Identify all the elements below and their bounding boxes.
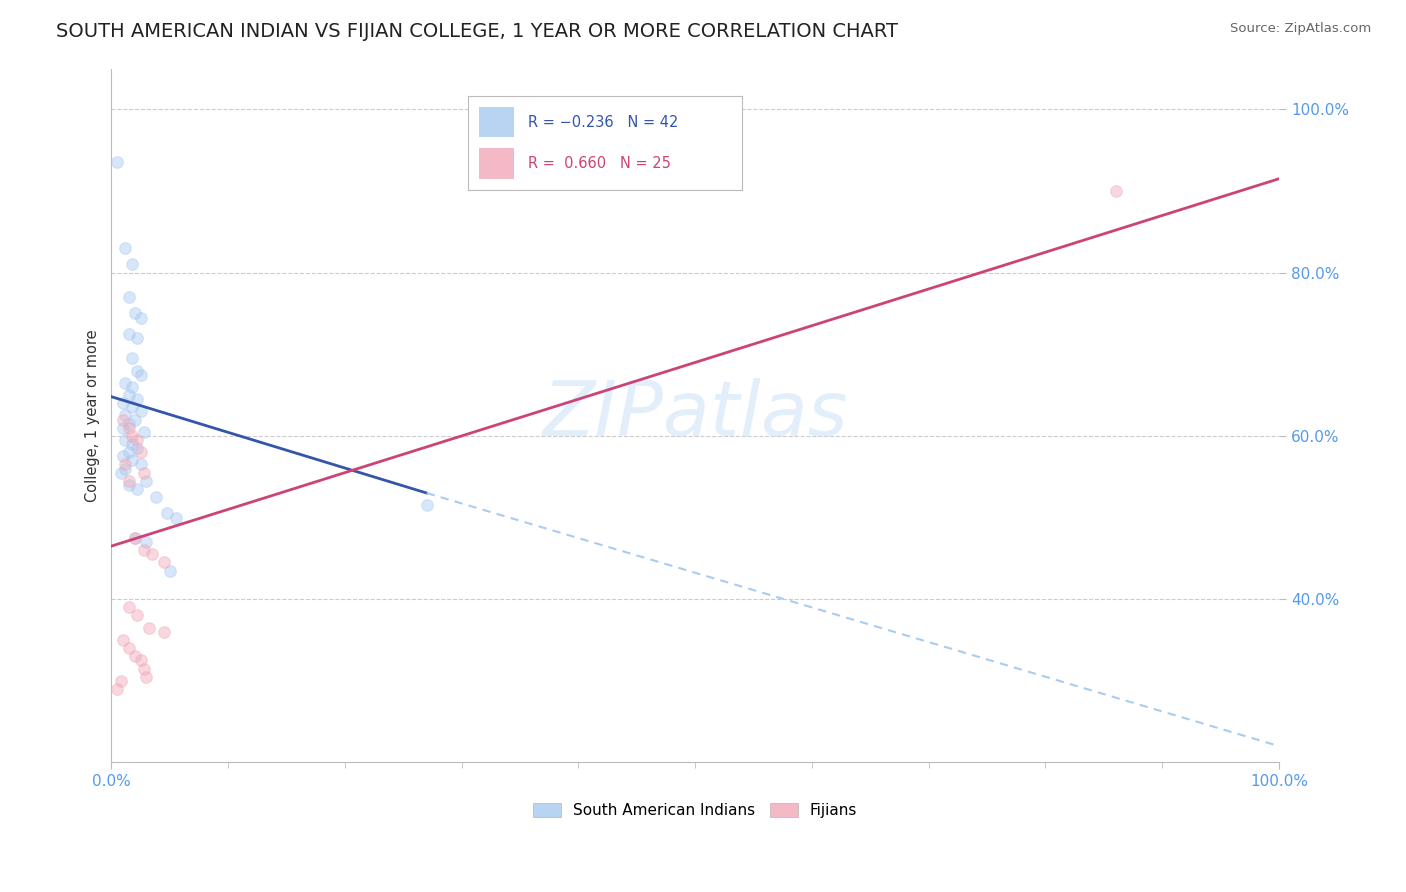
Point	[112, 396, 135, 410]
Point	[159, 564, 181, 578]
Point	[112, 450, 135, 464]
Point	[127, 433, 149, 447]
Point	[153, 624, 176, 639]
Point	[141, 547, 163, 561]
Point	[127, 331, 149, 345]
Point	[118, 641, 141, 656]
Point	[114, 461, 136, 475]
Point	[132, 466, 155, 480]
Point	[132, 661, 155, 675]
Point	[127, 608, 149, 623]
Point	[124, 531, 146, 545]
Point	[105, 681, 128, 696]
Point	[118, 417, 141, 431]
Point	[118, 388, 141, 402]
Point	[121, 380, 143, 394]
Point	[127, 441, 149, 455]
Point	[1104, 184, 1126, 198]
Point	[153, 556, 176, 570]
Point	[129, 653, 152, 667]
Point	[118, 600, 141, 615]
Point	[124, 531, 146, 545]
Point	[129, 445, 152, 459]
Legend: South American Indians, Fijians: South American Indians, Fijians	[527, 797, 863, 824]
Point	[114, 241, 136, 255]
Point	[145, 490, 167, 504]
Point	[135, 535, 157, 549]
Point	[110, 673, 132, 688]
Text: SOUTH AMERICAN INDIAN VS FIJIAN COLLEGE, 1 YEAR OR MORE CORRELATION CHART: SOUTH AMERICAN INDIAN VS FIJIAN COLLEGE,…	[56, 22, 898, 41]
Point	[129, 404, 152, 418]
Point	[165, 510, 187, 524]
Point	[114, 433, 136, 447]
Point	[121, 437, 143, 451]
Point	[114, 376, 136, 390]
Point	[114, 409, 136, 423]
Point	[132, 543, 155, 558]
Point	[127, 363, 149, 377]
Text: ZIPatlas: ZIPatlas	[543, 378, 848, 452]
Point	[124, 306, 146, 320]
Point	[129, 368, 152, 382]
Point	[118, 290, 141, 304]
Point	[105, 155, 128, 169]
Point	[114, 458, 136, 472]
Point	[118, 421, 141, 435]
Point	[121, 401, 143, 415]
Point	[110, 466, 132, 480]
Point	[121, 257, 143, 271]
Point	[415, 498, 437, 512]
Point	[124, 649, 146, 664]
Point	[112, 421, 135, 435]
Point	[112, 412, 135, 426]
Point	[127, 482, 149, 496]
Point	[156, 507, 179, 521]
Point	[112, 632, 135, 647]
Point	[135, 474, 157, 488]
Point	[132, 425, 155, 439]
Point	[129, 458, 152, 472]
Text: Source: ZipAtlas.com: Source: ZipAtlas.com	[1230, 22, 1371, 36]
Point	[118, 326, 141, 341]
Point	[118, 445, 141, 459]
Point	[121, 351, 143, 366]
Y-axis label: College, 1 year or more: College, 1 year or more	[86, 329, 100, 502]
Point	[124, 412, 146, 426]
Point	[118, 474, 141, 488]
Point	[129, 310, 152, 325]
Point	[121, 453, 143, 467]
Point	[118, 478, 141, 492]
Point	[127, 392, 149, 406]
Point	[121, 429, 143, 443]
Point	[135, 670, 157, 684]
Point	[138, 621, 160, 635]
